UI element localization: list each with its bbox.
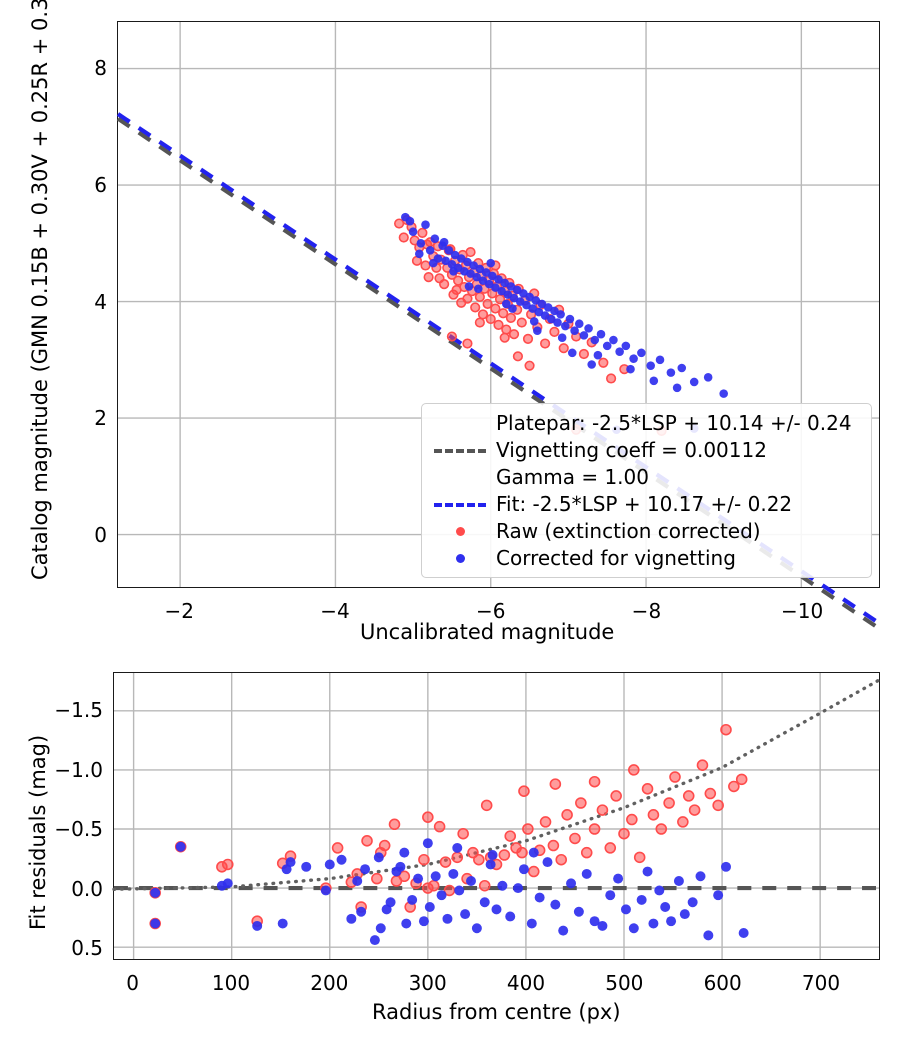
plot-legend: Platepar: -2.5*LSP + 10.14 +/- 0.24 Vigne…	[421, 403, 872, 578]
legend-blue-marker	[434, 548, 486, 568]
y-tick-label: 2	[94, 406, 107, 431]
fit-residuals-plot	[112, 672, 881, 960]
legend-item: Raw (extinction corrected)	[434, 518, 761, 544]
y-tick-label: −1.0	[54, 757, 103, 782]
y-tick-label: 0.0	[71, 876, 103, 901]
scatter-series	[150, 838, 749, 946]
x-tick-label: 600	[703, 971, 742, 995]
legend-item: Gamma = 1.00	[434, 464, 649, 490]
legend-item: Platepar: -2.5*LSP + 10.14 +/- 0.24	[434, 410, 852, 436]
x-tick-label: 400	[506, 971, 546, 995]
fit-residuals-canvas	[112, 673, 881, 959]
legend-label: Platepar: -2.5*LSP + 10.14 +/- 0.24	[496, 411, 852, 435]
top-x-axis-label: Uncalibrated magnitude	[360, 620, 615, 644]
legend-label: Corrected for vignetting	[496, 546, 736, 570]
bottom-x-axis-label: Radius from centre (px)	[372, 1000, 621, 1024]
legend-no-handle	[434, 413, 486, 433]
y-tick-label: 4	[94, 289, 107, 314]
legend-dashed-grey-line	[434, 440, 486, 460]
x-tick-label: −8	[631, 599, 662, 623]
x-tick-label: −4	[320, 599, 350, 623]
legend-no-handle	[434, 467, 486, 487]
y-tick-label: −0.5	[54, 817, 103, 842]
legend-item: Corrected for vignetting	[434, 545, 736, 571]
y-tick-label: 8	[94, 55, 107, 80]
x-tick-label: −2	[164, 599, 195, 623]
scatter-series	[149, 723, 748, 930]
legend-red-marker	[434, 521, 486, 541]
y-tick-label: −1.5	[54, 698, 103, 723]
x-tick-label: 300	[408, 971, 447, 995]
x-tick-label: 200	[310, 971, 349, 995]
x-tick-label: 100	[211, 971, 251, 995]
series-line	[112, 678, 881, 891]
x-tick-label: 700	[801, 971, 841, 995]
legend-item: Vignetting coeff = 0.00112	[434, 437, 767, 463]
top-y-axis-label: Catalog magnitude (GMN 0.15B + 0.30V + 0…	[28, 0, 52, 580]
y-tick-label: 6	[94, 172, 107, 197]
legend-label: Gamma = 1.00	[496, 465, 649, 489]
legend-label: Fit: -2.5*LSP + 10.17 +/- 0.22	[496, 492, 793, 516]
x-tick-label: −6	[475, 599, 506, 623]
y-tick-label: 0.5	[71, 936, 103, 961]
legend-dashed-blue-line	[434, 494, 486, 514]
series-line	[116, 116, 881, 631]
x-tick-label: −10	[781, 599, 824, 623]
y-tick-label: 0	[94, 523, 107, 548]
bottom-y-axis-label: Fit residuals (mag)	[26, 734, 50, 930]
series-line	[116, 112, 881, 625]
x-tick-label: 0	[126, 971, 140, 995]
scatter-series	[401, 212, 728, 435]
legend-label: Raw (extinction corrected)	[496, 519, 761, 543]
x-tick-label: 500	[605, 971, 644, 995]
legend-item: Fit: -2.5*LSP + 10.17 +/- 0.22	[434, 491, 792, 517]
legend-label: Vignetting coeff = 0.00112	[496, 438, 767, 462]
